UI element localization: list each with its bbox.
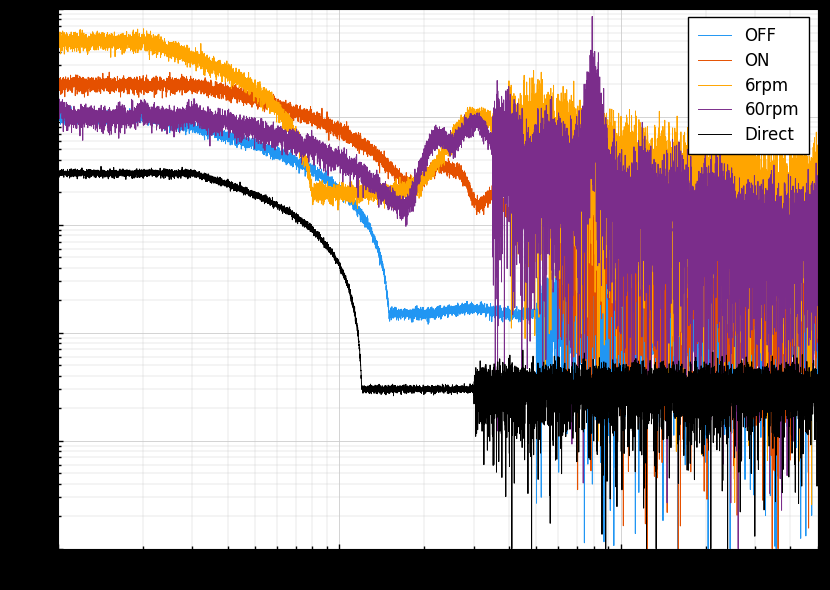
Line: ON: ON — [58, 72, 818, 549]
6rpm — [773, 182, 783, 189]
60rpm — [202, 116, 212, 123]
Line: 6rpm: 6rpm — [58, 29, 818, 504]
ON — [85, 78, 95, 85]
OFF — [773, 298, 783, 305]
Direct — [773, 373, 783, 380]
60rpm — [99, 119, 109, 126]
OFF — [99, 119, 109, 126]
60rpm — [85, 109, 95, 116]
ON — [105, 68, 115, 76]
Line: Direct: Direct — [58, 166, 818, 549]
ON — [642, 545, 652, 552]
OFF — [672, 545, 682, 552]
60rpm — [733, 545, 743, 552]
60rpm — [587, 13, 597, 20]
ON — [773, 228, 783, 235]
Direct — [507, 545, 517, 552]
ON — [56, 83, 66, 90]
Direct — [424, 383, 434, 390]
OFF — [66, 103, 76, 110]
OFF — [85, 114, 95, 121]
Line: OFF: OFF — [58, 106, 818, 549]
6rpm — [139, 25, 149, 32]
6rpm — [53, 38, 63, 45]
60rpm — [56, 100, 66, 107]
Direct — [56, 171, 66, 178]
ON — [53, 74, 63, 81]
OFF — [56, 114, 66, 122]
ON — [424, 168, 434, 175]
Line: 60rpm: 60rpm — [58, 17, 818, 549]
OFF — [424, 309, 434, 316]
6rpm — [813, 248, 823, 255]
6rpm — [424, 165, 434, 172]
ON — [99, 79, 109, 86]
6rpm — [99, 42, 109, 50]
Direct — [85, 175, 95, 182]
6rpm — [85, 36, 95, 43]
60rpm — [813, 227, 823, 234]
ON — [813, 265, 823, 272]
6rpm — [202, 53, 212, 60]
60rpm — [53, 102, 63, 109]
Direct — [813, 374, 823, 381]
6rpm — [807, 501, 817, 508]
OFF — [53, 114, 63, 122]
Direct — [53, 167, 63, 174]
Direct — [96, 163, 106, 170]
OFF — [202, 132, 212, 139]
Legend: OFF, ON, 6rpm, 60rpm, Direct: OFF, ON, 6rpm, 60rpm, Direct — [688, 17, 809, 154]
ON — [202, 88, 212, 96]
OFF — [813, 292, 823, 299]
6rpm — [56, 34, 66, 41]
Direct — [99, 167, 109, 174]
Direct — [202, 176, 212, 183]
60rpm — [424, 145, 434, 152]
60rpm — [773, 278, 783, 285]
